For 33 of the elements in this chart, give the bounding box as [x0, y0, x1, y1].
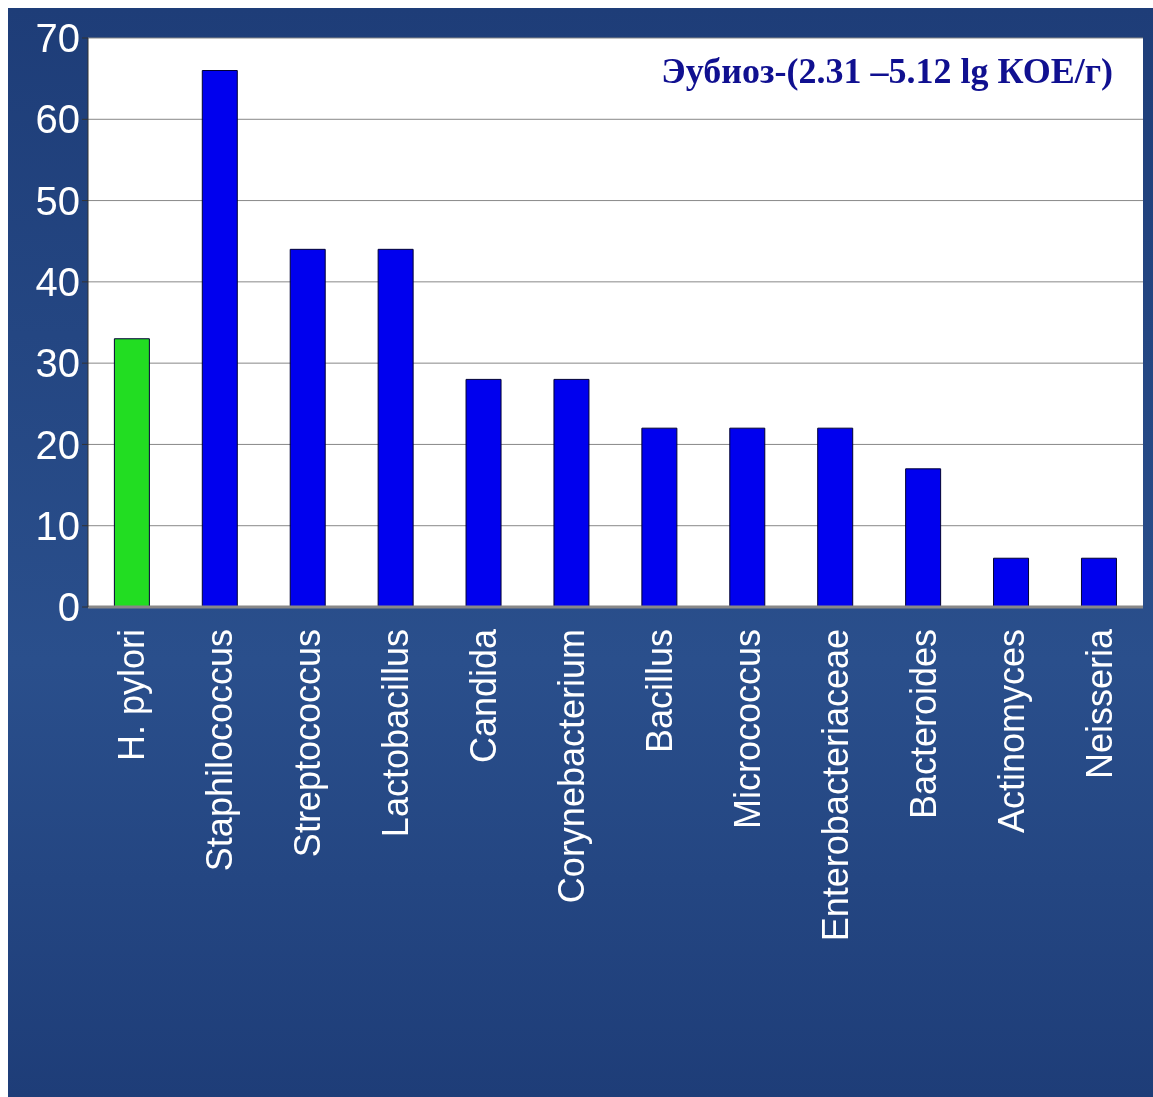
x-tick-label: H. pylori: [111, 629, 153, 762]
x-tick-label: Lactobacillus: [375, 629, 417, 838]
y-tick-label: 50: [35, 178, 80, 223]
y-tick-label: 40: [35, 260, 80, 305]
x-tick-label: Micrococcus: [726, 629, 768, 830]
bar: [729, 427, 766, 607]
y-tick-label: 60: [35, 97, 80, 142]
x-tick-label: Candida: [463, 628, 505, 764]
y-tick-label: 70: [35, 16, 80, 61]
x-tick-label: Neisseria: [1078, 628, 1120, 780]
bar: [201, 70, 238, 607]
x-tick-label: Actinomyces: [990, 629, 1032, 834]
bar: [113, 338, 150, 607]
bar: [641, 427, 678, 607]
bar: [377, 248, 414, 607]
y-tick-label: 0: [57, 585, 80, 630]
x-tick-label: Bacillus: [638, 629, 680, 754]
x-tick-label: Staphilococcus: [199, 629, 241, 872]
y-tick-label: 20: [35, 422, 80, 467]
x-tick-label: Bacteroides: [902, 629, 944, 820]
y-tick-label: 10: [35, 503, 80, 548]
bar: [993, 557, 1030, 607]
bar: [1080, 557, 1117, 607]
y-tick-label: 30: [35, 341, 80, 386]
bar: [465, 378, 502, 607]
x-tick-label: Enterobacteriaceae: [814, 629, 856, 942]
bar: [553, 378, 590, 607]
bar: [905, 468, 942, 607]
x-tick-label: Corynebacterium: [551, 629, 593, 904]
x-tick-label: Streptococcus: [287, 629, 329, 858]
chart-title: Эубиоз-(2.31 –5.12 lg КОЕ/г): [661, 50, 1113, 92]
bar: [817, 427, 854, 607]
bar: [289, 248, 326, 607]
